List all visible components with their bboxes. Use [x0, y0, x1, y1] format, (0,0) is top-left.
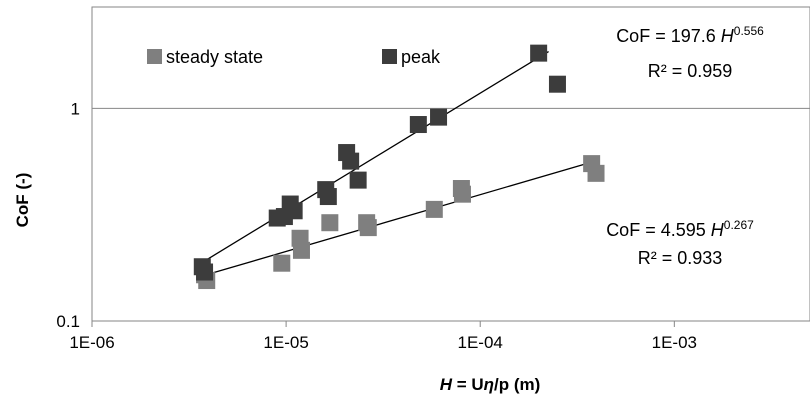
legend: steady state peak [147, 47, 441, 67]
legend-label: steady state [166, 47, 263, 67]
y-tick-label: 1 [71, 99, 80, 118]
fit-equation-exponent: 0.556 [734, 24, 764, 38]
trendline-1 [201, 50, 549, 263]
data-points [193, 44, 605, 290]
x-axis-title: H = Uη/p (m) [440, 375, 541, 394]
legend-swatch [147, 49, 162, 64]
x-axis-title-rest: /p (m) [494, 375, 540, 394]
data-point [587, 164, 605, 182]
x-axis-title-eq: = U [452, 375, 484, 394]
data-point [349, 171, 367, 189]
plot-area-frame [91, 6, 810, 322]
data-point [409, 116, 427, 134]
x-axis-title-eta: η [484, 375, 494, 394]
y-tick-label: 0.1 [56, 312, 80, 331]
data-point [453, 185, 471, 203]
y-axis-title: CoF (-) [13, 173, 32, 228]
data-point [292, 241, 310, 259]
trendline-0 [204, 160, 595, 276]
fit-equation: CoF = 4.595 H0.267 [606, 218, 754, 240]
trendlines [201, 50, 595, 276]
data-point [321, 214, 339, 232]
data-point [425, 200, 443, 218]
data-point [319, 188, 337, 206]
x-tick-label: 1E-04 [458, 333, 503, 352]
data-point [359, 219, 377, 237]
fit-equation-var: H [721, 26, 735, 46]
fit-r-squared: R² = 0.933 [638, 248, 723, 268]
fit-r-squared: R² = 0.959 [648, 61, 733, 81]
legend-swatch [382, 49, 397, 64]
x-tick-label: 1E-03 [652, 333, 697, 352]
data-point [285, 202, 303, 220]
fit-equation: CoF = 197.6 H0.556 [616, 24, 764, 46]
data-point [530, 44, 548, 62]
data-point [548, 75, 566, 93]
fit-equation-prefix: CoF = 197.6 [616, 26, 721, 46]
data-point [273, 254, 291, 272]
fit-equation-prefix: CoF = 4.595 [606, 220, 711, 240]
x-tick-label: 1E-05 [263, 333, 308, 352]
data-point [430, 108, 448, 126]
data-point [342, 152, 360, 170]
data-point [196, 263, 214, 281]
fit-equation-exponent: 0.267 [724, 218, 754, 232]
x-tick-label: 1E-06 [69, 333, 114, 352]
legend-label: peak [401, 47, 441, 67]
gridlines [92, 107, 810, 322]
x-axis-title-var: H [440, 375, 453, 394]
axes: 0.1 1 1E-06 1E-05 1E-04 1E-03 [56, 99, 697, 352]
fit-equation-var: H [711, 220, 725, 240]
